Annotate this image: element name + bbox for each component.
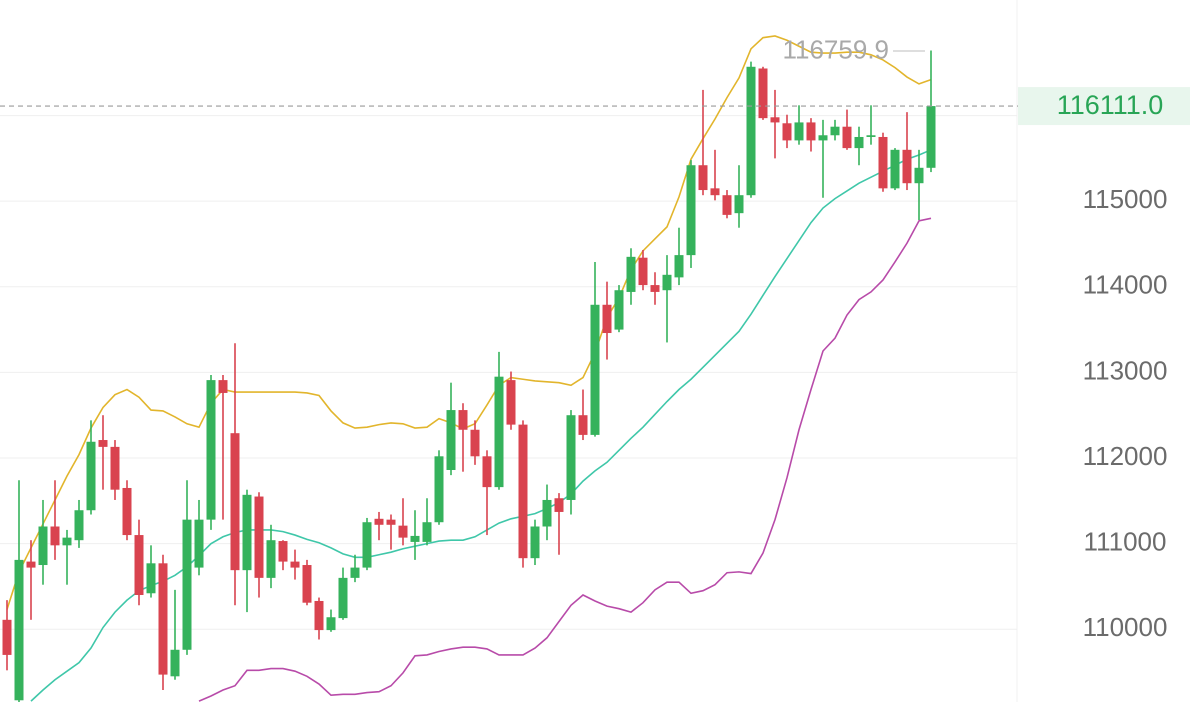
candle-body — [566, 415, 576, 500]
candle-body — [158, 563, 168, 675]
candle-body — [770, 117, 780, 123]
candle-body — [230, 433, 240, 571]
candle-body — [494, 376, 504, 488]
candle-body — [182, 519, 192, 650]
candle-body — [554, 498, 564, 512]
candle-body — [434, 456, 444, 523]
candle-body — [398, 525, 408, 538]
candle-body — [422, 522, 432, 542]
candle-body — [710, 188, 720, 196]
candle-body — [338, 577, 348, 619]
candle-body — [314, 600, 324, 631]
candle-body — [386, 519, 396, 525]
last-price-label: 116111.0 — [1057, 90, 1164, 120]
candle-body — [218, 380, 228, 393]
band-line — [30, 149, 932, 702]
y-tick-label: 113000 — [1083, 355, 1168, 385]
candle-body — [206, 380, 216, 520]
candle-body — [326, 617, 336, 631]
candle-body — [818, 135, 828, 141]
candle-body — [674, 255, 684, 278]
candle-body — [86, 441, 96, 511]
candle-body — [794, 122, 804, 141]
candle-body — [146, 563, 156, 594]
candle-body — [890, 149, 900, 189]
candle-body — [734, 195, 744, 214]
candle-body — [686, 165, 696, 256]
candle-body — [806, 122, 816, 141]
candle-body — [722, 195, 732, 215]
candle-body — [194, 519, 204, 568]
candle-body — [518, 424, 528, 559]
candle-body — [662, 274, 672, 291]
candle-body — [98, 440, 108, 447]
candle-body — [866, 135, 876, 137]
y-tick-label: 115000 — [1083, 184, 1168, 214]
candle-body — [446, 410, 456, 470]
candle-body — [782, 123, 792, 141]
candle-body — [626, 256, 636, 292]
candle-body — [458, 410, 468, 430]
y-tick-label: 111000 — [1084, 526, 1167, 556]
last-price-box — [1018, 87, 1190, 126]
candle-body — [758, 68, 768, 119]
candle-body — [74, 510, 84, 541]
candle-body — [38, 526, 48, 566]
candle-body — [26, 561, 36, 568]
candle-body — [2, 619, 12, 655]
candle-body — [746, 66, 756, 196]
candle-body — [50, 526, 60, 546]
candle-body — [902, 149, 912, 184]
candle-body — [878, 136, 888, 189]
candle-body — [530, 526, 540, 559]
candle-body — [470, 429, 480, 457]
candle-body — [242, 494, 252, 571]
high-label: 116759.9 — [782, 34, 889, 64]
candle-body — [254, 496, 264, 578]
candle-body — [266, 540, 276, 578]
band-line — [198, 217, 932, 702]
candle-body — [830, 126, 840, 136]
candle-body — [602, 304, 612, 334]
candle-body — [410, 535, 420, 542]
candle-body — [374, 518, 384, 525]
candle-body — [854, 136, 864, 149]
candle-body — [842, 126, 852, 149]
candle-body — [110, 446, 120, 490]
band-line — [6, 35, 932, 610]
y-tick-label: 112000 — [1083, 441, 1168, 471]
candle-body — [122, 487, 132, 536]
candle-body — [482, 456, 492, 488]
y-tick-label: 114000 — [1083, 270, 1168, 300]
y-tick-label: 110000 — [1083, 612, 1168, 642]
candle-body — [590, 304, 600, 435]
candle-body — [278, 541, 288, 562]
candle-body — [290, 561, 300, 568]
candle-body — [134, 535, 144, 595]
candle-body — [506, 380, 516, 425]
candle-body — [62, 537, 72, 546]
candle-body — [698, 165, 708, 191]
candle-body — [170, 649, 180, 677]
candle-body — [362, 522, 372, 568]
candle-body — [578, 415, 588, 435]
candle-body — [650, 285, 660, 292]
candle-body — [926, 106, 936, 168]
candle-body — [542, 499, 552, 527]
candle-body — [638, 257, 648, 286]
candle-body — [350, 567, 360, 578]
candle-body — [302, 565, 312, 603]
candle-body — [614, 290, 624, 330]
candle-body — [914, 167, 924, 184]
candle-body — [14, 559, 24, 701]
